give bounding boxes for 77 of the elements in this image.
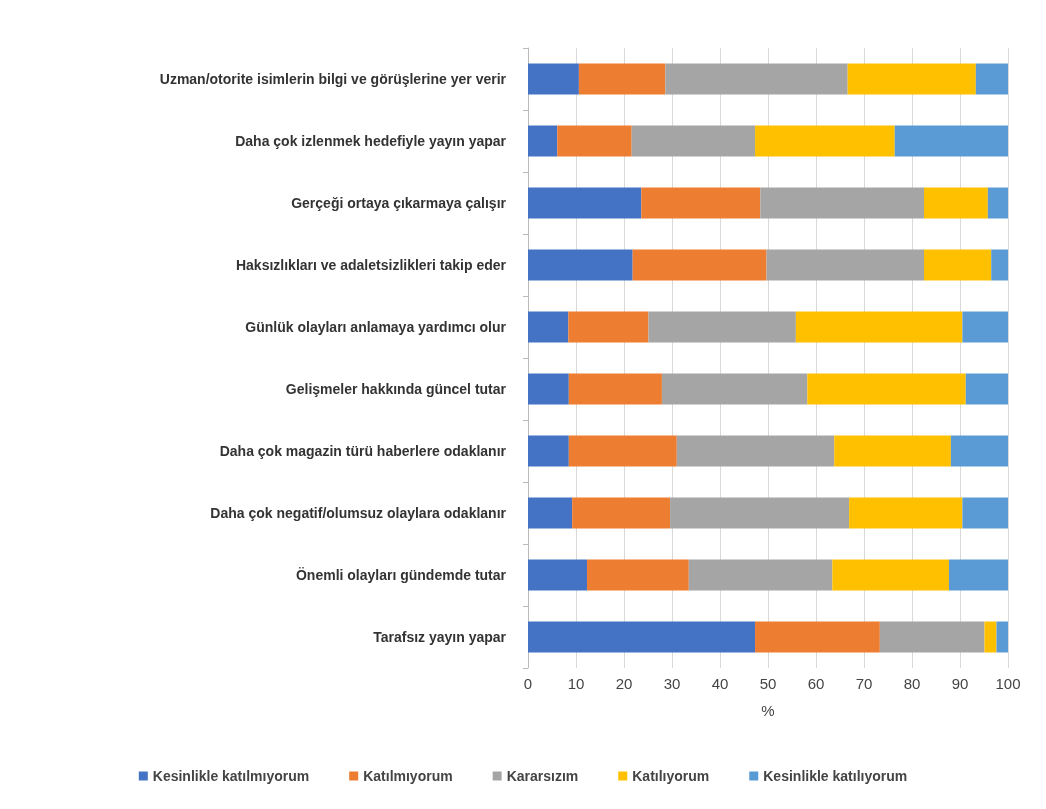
x-tick-label: 10 (567, 675, 585, 692)
bar (948, 559, 1008, 591)
bar (670, 497, 850, 529)
legend-label: Kesinlikle katılıyorum (763, 768, 908, 784)
y-tick-label: Gelişmeler hakkında güncel tutar (285, 381, 507, 397)
bar (528, 187, 642, 219)
y-tick-label: Daha çok negatif/olumsuz olaylara odaklanır (210, 505, 507, 521)
bar (688, 559, 833, 591)
bar (528, 249, 633, 281)
x-tick-label: 70 (855, 675, 873, 692)
bar (587, 559, 689, 591)
bar (962, 497, 1008, 529)
bar (568, 435, 677, 467)
x-axis-title: % (761, 702, 775, 719)
y-tick-label: Daha çok izlenmek hedefiyle yayın yapar (235, 133, 507, 149)
bar (984, 621, 997, 653)
bar (557, 125, 632, 157)
x-tick-label: 0 (523, 675, 533, 692)
bar (755, 125, 895, 157)
legend-label: Kararsızım (506, 768, 579, 784)
bar (755, 621, 880, 653)
bar (676, 435, 835, 467)
bar (578, 63, 666, 95)
bar (832, 559, 949, 591)
y-tick-label: Uzman/otorite isimlerin bilgi ve görüşlerine yer verir (159, 71, 507, 87)
bar (568, 311, 649, 343)
bar (849, 497, 963, 529)
y-tick-label: Önemli olayları gündemde tutar (295, 567, 507, 583)
bar (641, 187, 761, 219)
bar (965, 373, 1008, 405)
x-tick-label: 100 (995, 675, 1021, 692)
bar (962, 311, 1008, 343)
y-tick-label: Haksızlıkları ve adaletsizlikleri takip eder (235, 257, 507, 273)
bar (528, 63, 579, 95)
bar (528, 373, 569, 405)
bar (924, 187, 988, 219)
bar (950, 435, 1008, 467)
x-tick-label: 40 (711, 675, 729, 692)
bar (568, 373, 662, 405)
bar (661, 373, 808, 405)
bar (879, 621, 985, 653)
bar (528, 125, 558, 157)
bar (795, 311, 963, 343)
bar (987, 187, 1008, 219)
bar (528, 559, 588, 591)
bar (996, 621, 1008, 653)
bar (766, 249, 924, 281)
bar (807, 373, 966, 405)
y-tick-label: Günlük olayları anlamaya yardımcı olur (245, 319, 507, 335)
x-tick-label: 30 (663, 675, 681, 692)
bar (665, 63, 848, 95)
y-tick-label: Gerçeği ortaya çıkarmaya çalışır (291, 195, 507, 211)
x-tick-label: 80 (903, 675, 921, 692)
y-tick-label: Daha çok magazin türü haberlere odaklanır (219, 443, 507, 459)
bar (528, 311, 569, 343)
bar (632, 249, 767, 281)
legend-label: Katılmıyorum (363, 768, 453, 784)
x-tick-label: 50 (759, 675, 777, 692)
legend-label: Kesinlikle katılmıyorum (152, 768, 310, 784)
x-tick-label: 60 (807, 675, 825, 692)
bar (528, 497, 573, 529)
bar (847, 63, 976, 95)
bar (760, 187, 924, 219)
y-tick-label: Tarafsız yayın yapar (373, 629, 507, 645)
bar (924, 249, 992, 281)
x-tick-label: 90 (951, 675, 969, 692)
bar (631, 125, 756, 157)
bar (648, 311, 796, 343)
bar (894, 125, 1008, 157)
bar (975, 63, 1008, 95)
bar (528, 621, 756, 653)
bar (572, 497, 671, 529)
bar (991, 249, 1008, 281)
bar (834, 435, 951, 467)
bar (528, 435, 569, 467)
x-tick-label: 20 (615, 675, 633, 692)
legend-label: Katılıyorum (632, 768, 710, 784)
